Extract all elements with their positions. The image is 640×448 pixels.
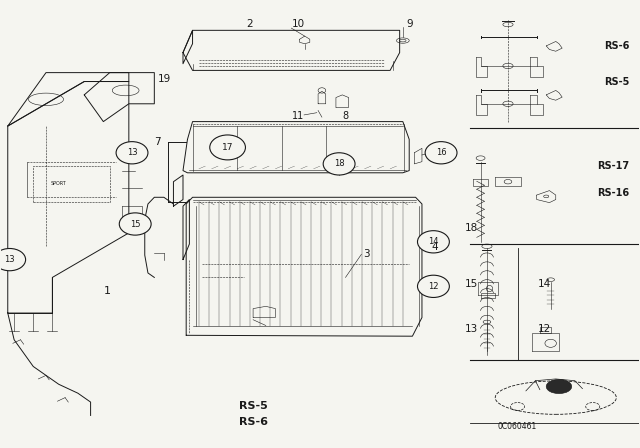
Text: 18: 18 — [465, 224, 478, 233]
Text: RS-6: RS-6 — [239, 417, 268, 427]
Text: 7: 7 — [154, 137, 161, 146]
Text: 4: 4 — [431, 242, 438, 252]
Text: 12: 12 — [428, 282, 438, 291]
Text: RS-5: RS-5 — [239, 401, 268, 411]
Text: 14: 14 — [538, 279, 550, 289]
Text: 17: 17 — [222, 143, 234, 152]
Ellipse shape — [546, 379, 572, 394]
Circle shape — [119, 213, 151, 235]
Text: 16: 16 — [436, 148, 446, 157]
Circle shape — [417, 275, 449, 297]
Circle shape — [417, 231, 449, 253]
Text: 9: 9 — [406, 19, 413, 29]
Text: 14: 14 — [428, 237, 438, 246]
Text: 12: 12 — [538, 323, 550, 334]
Text: 1: 1 — [103, 286, 110, 296]
Text: RS-16: RS-16 — [597, 188, 629, 198]
Text: 13: 13 — [465, 323, 478, 334]
Circle shape — [425, 142, 457, 164]
Text: 13: 13 — [127, 148, 138, 157]
Text: 18: 18 — [334, 159, 344, 168]
Text: RS-6: RS-6 — [604, 41, 629, 51]
Circle shape — [116, 142, 148, 164]
Text: 15: 15 — [465, 279, 478, 289]
Text: RS-17: RS-17 — [597, 161, 629, 171]
Text: 13: 13 — [4, 255, 15, 264]
Circle shape — [0, 249, 26, 271]
Circle shape — [210, 135, 246, 160]
Text: 15: 15 — [130, 220, 140, 228]
Text: 3: 3 — [364, 249, 370, 259]
Circle shape — [323, 153, 355, 175]
Text: RS-5: RS-5 — [604, 77, 629, 86]
Text: 11: 11 — [292, 111, 304, 121]
Text: SPORT: SPORT — [51, 181, 67, 186]
Text: 19: 19 — [157, 74, 171, 84]
Text: 8: 8 — [342, 111, 348, 121]
Text: 2: 2 — [246, 19, 253, 29]
Text: 10: 10 — [291, 19, 305, 29]
Text: 0C060461: 0C060461 — [498, 422, 537, 431]
